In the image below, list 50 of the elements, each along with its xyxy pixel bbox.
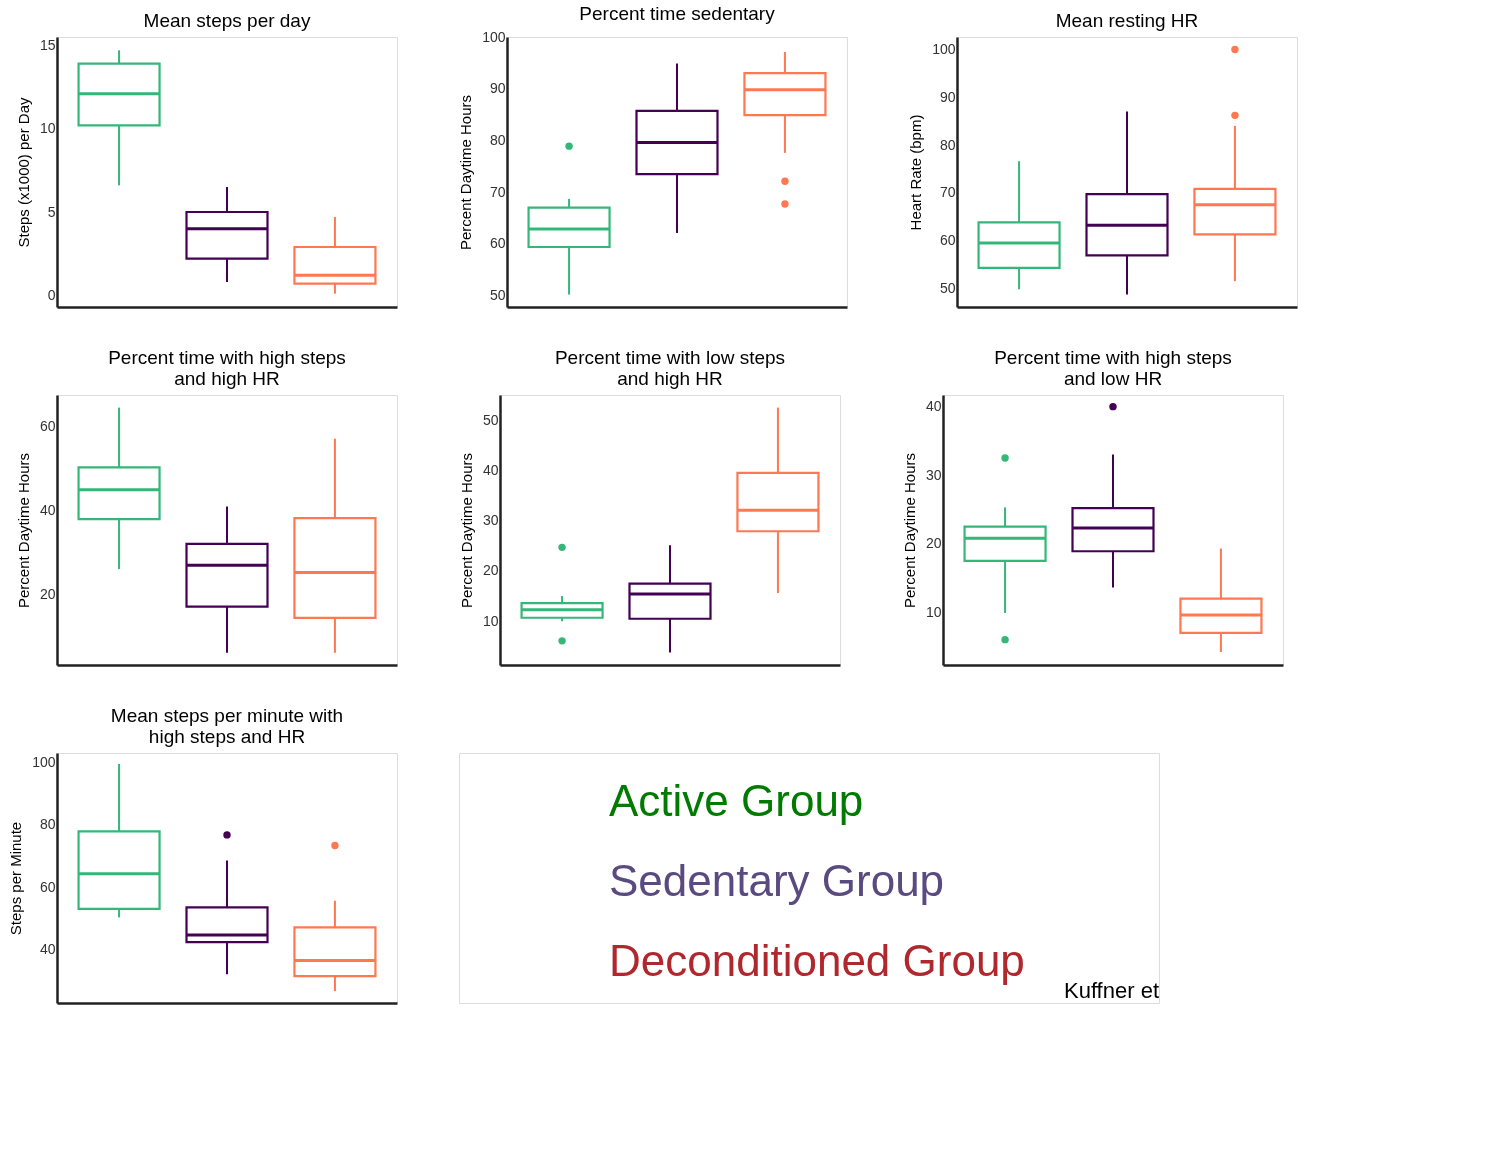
chart-title: Percent time with low steps and high HR <box>554 347 786 389</box>
text: Kuffner et <box>1064 978 1159 1003</box>
y-tick-label: 30 <box>925 466 942 483</box>
legend-label: Deconditioned Group <box>609 936 1025 985</box>
legend-label: Sedentary Group <box>609 856 945 905</box>
y-tick-label: 40 <box>39 941 56 958</box>
chart-title: Mean steps per minute with high steps and HR <box>110 705 344 747</box>
y-tick-label: 30 <box>482 512 499 529</box>
y-tick-label: 20 <box>482 562 499 579</box>
y-axis-title: Steps (x1000) per Day <box>14 96 32 248</box>
chart-title: Percent time with high steps and low HR <box>994 347 1232 389</box>
y-tick-label: 80 <box>39 816 56 833</box>
y-axis-title: Percent Daytime Hours <box>457 94 475 251</box>
y-tick-label: 20 <box>925 535 942 552</box>
y-tick-label: 100 <box>932 40 956 57</box>
y-tick-label: 15 <box>39 36 56 53</box>
y-tick-label: 10 <box>482 612 499 629</box>
y-tick-label: 60 <box>39 418 56 435</box>
y-tick-label: 10 <box>39 120 56 137</box>
chart-title: Percent time with high steps and high HR <box>108 347 346 389</box>
y-tick-label: 80 <box>489 131 506 148</box>
chart-title: Mean steps per day <box>143 10 311 31</box>
y-axis-title: Percent Daytime Hours <box>14 452 32 609</box>
y-tick-label: 70 <box>939 184 956 201</box>
y-tick-label: 100 <box>32 753 56 770</box>
y-tick-label: 90 <box>939 88 956 105</box>
y-tick-label: 50 <box>489 287 506 304</box>
y-tick-label: 80 <box>939 136 956 153</box>
y-tick-label: 20 <box>39 586 56 603</box>
y-tick-label: 60 <box>39 878 56 895</box>
y-tick-label: 40 <box>39 502 56 519</box>
y-tick-label: 0 <box>47 286 56 303</box>
y-tick-label: 50 <box>939 279 956 296</box>
y-tick-label: 5 <box>47 203 56 220</box>
y-tick-label: 90 <box>489 80 506 97</box>
legend-label: Active Group <box>609 776 864 825</box>
y-tick-label: 50 <box>482 411 499 428</box>
y-tick-label: 60 <box>489 235 506 252</box>
chart-title: Percent time sedentary <box>579 3 776 24</box>
y-tick-label: 60 <box>939 232 956 249</box>
y-tick-label: 10 <box>925 603 942 620</box>
y-axis-title: Percent Daytime Hours <box>900 452 918 609</box>
y-axis-title: Heart Rate (bpm) <box>907 114 925 231</box>
y-axis-title: Steps per Minute <box>7 821 25 936</box>
y-tick-label: 100 <box>482 28 506 45</box>
y-tick-label: 40 <box>925 398 942 415</box>
y-tick-label: 70 <box>489 183 506 200</box>
y-tick-label: 40 <box>482 461 499 478</box>
y-axis-title: Percent Daytime Hours <box>457 452 475 609</box>
chart-title: Mean resting HR <box>1055 10 1199 31</box>
